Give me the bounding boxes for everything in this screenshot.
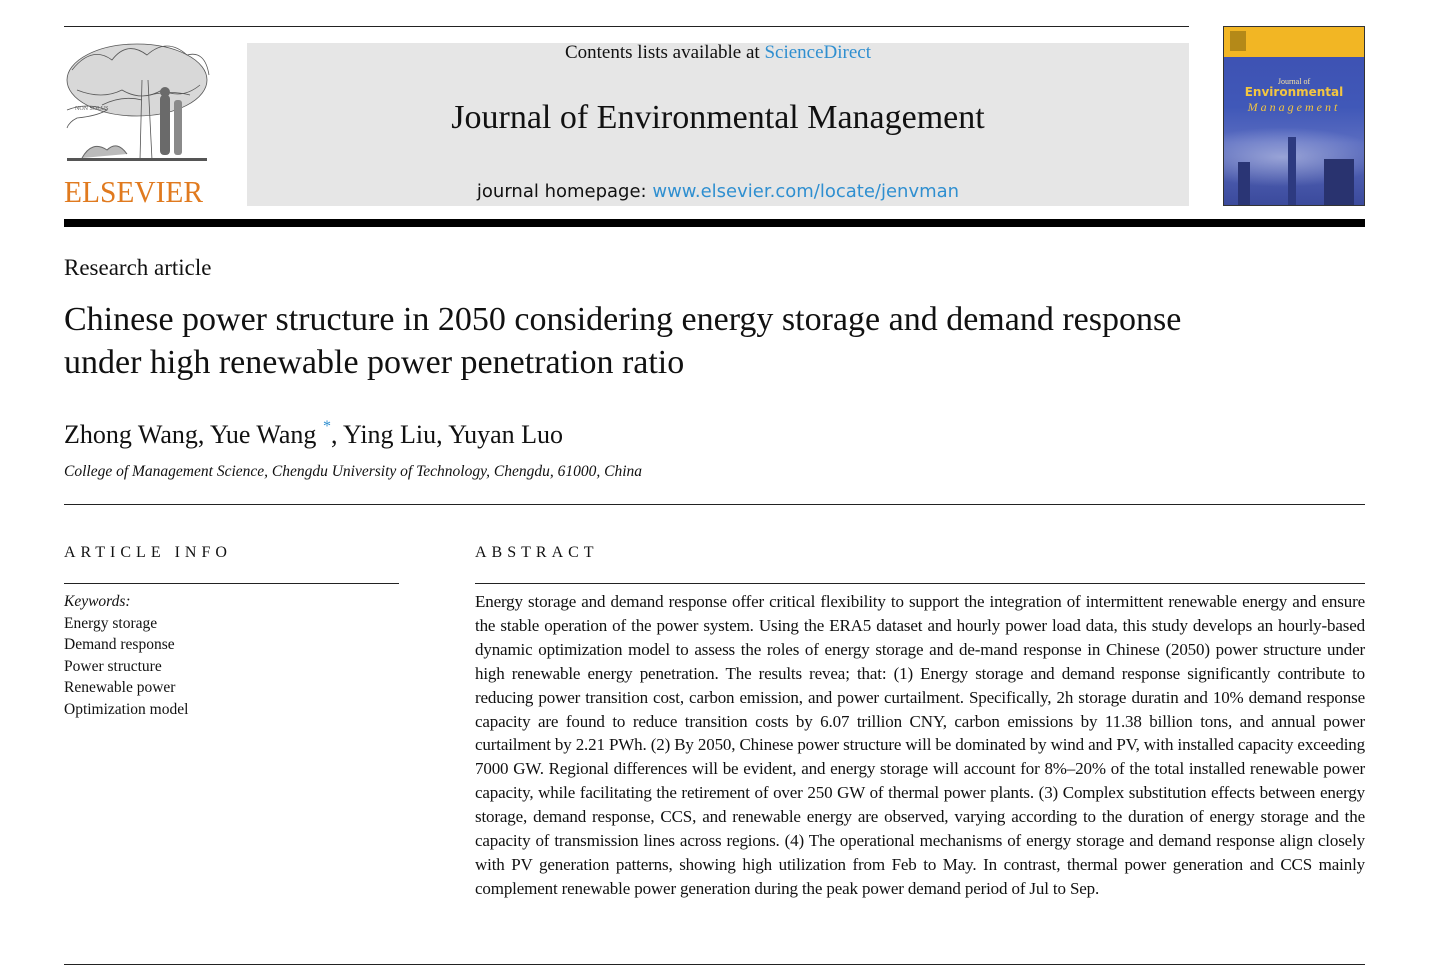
author-name[interactable]: Yuyan Luo [448,420,564,449]
cover-building [1324,159,1354,205]
bottom-rule [64,964,1365,965]
abstract-rule [475,583,1365,584]
homepage-line: journal homepage: www.elsevier.com/locat… [247,180,1189,204]
keywords-label: Keywords: [64,593,131,610]
journal-banner [247,43,1189,206]
keyword-item: Demand response [64,636,175,653]
article-info-heading: ARTICLE INFO [64,544,232,561]
affiliation: College of Management Science, Chengdu U… [64,463,643,480]
cover-elsevier-icon [1230,31,1246,51]
article-info-rule [64,583,399,584]
cover-environmental: Environmental [1244,85,1344,99]
section-rule [64,504,1365,505]
separator: , [330,420,343,449]
journal-title[interactable]: Journal of Environmental Management [451,99,985,136]
homepage-link[interactable]: www.elsevier.com/locate/jenvman [652,181,960,202]
cover-management: Management [1247,100,1341,114]
keywords-list: Keywords: Energy storage Demand response… [64,591,188,720]
contents-prefix: Contents lists available at [564,42,765,63]
header-thick-rule [64,219,1365,227]
cover-chimney [1238,162,1250,205]
cover-chimney [1288,137,1296,205]
corresponding-author-icon[interactable]: * [322,418,331,435]
journal-cover-image[interactable]: Journal of Environmental Management [1223,26,1365,206]
homepage-prefix: journal homepage: [476,181,653,202]
author-list: Zhong Wang, Yue Wang *, Ying Liu, Yuyan … [64,410,563,452]
author-name[interactable]: Zhong Wang [64,420,198,449]
keyword-item: Energy storage [64,614,158,632]
keyword-item: Optimization model [64,700,189,718]
cover-yellow-band [1224,27,1364,57]
cover-journal-of: Journal of [1277,77,1311,86]
separator: , [197,420,210,449]
svg-text:NON SOLUS: NON SOLUS [75,106,109,112]
article-type: Research article [64,255,212,280]
top-rule [64,26,1189,27]
separator: , [436,420,449,449]
abstract-text: Energy storage and demand response offer… [475,592,1365,898]
keyword-item: Renewable power [64,679,176,696]
elsevier-tree-logo[interactable]: NON SOLUS [62,40,212,210]
abstract-heading: ABSTRACT [475,544,599,561]
sciencedirect-link[interactable]: ScienceDirect [764,42,872,63]
author-name[interactable]: Ying Liu [342,420,437,449]
article-title: Chinese power structure in 2050 consider… [64,301,1182,381]
tree-icon: NON SOLUS [66,43,210,161]
keyword-item: Power structure [64,657,162,675]
elsevier-wordmark: ELSEVIER [64,174,204,209]
author-name[interactable]: Yue Wang [209,420,317,449]
contents-line: Contents lists available at ScienceDirec… [247,41,1189,65]
